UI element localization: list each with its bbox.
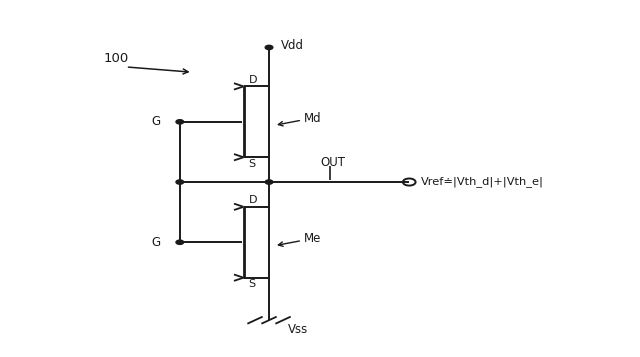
Text: Vdd: Vdd (280, 39, 303, 52)
Text: S: S (248, 159, 256, 169)
Text: Vss: Vss (288, 322, 308, 336)
Text: S: S (248, 279, 256, 289)
Text: D: D (248, 196, 257, 206)
Circle shape (176, 180, 184, 184)
Text: Md: Md (304, 112, 322, 125)
Text: G: G (151, 236, 160, 249)
Circle shape (265, 180, 273, 184)
Circle shape (176, 120, 184, 124)
Text: Vref≐|Vth_d|+|Vth_e|: Vref≐|Vth_d|+|Vth_e| (420, 177, 544, 187)
Circle shape (176, 240, 184, 245)
Text: Me: Me (304, 232, 321, 245)
Text: D: D (248, 75, 257, 85)
Text: 100: 100 (103, 51, 129, 65)
Circle shape (265, 45, 273, 50)
Text: OUT: OUT (320, 156, 345, 169)
Text: G: G (151, 115, 160, 128)
